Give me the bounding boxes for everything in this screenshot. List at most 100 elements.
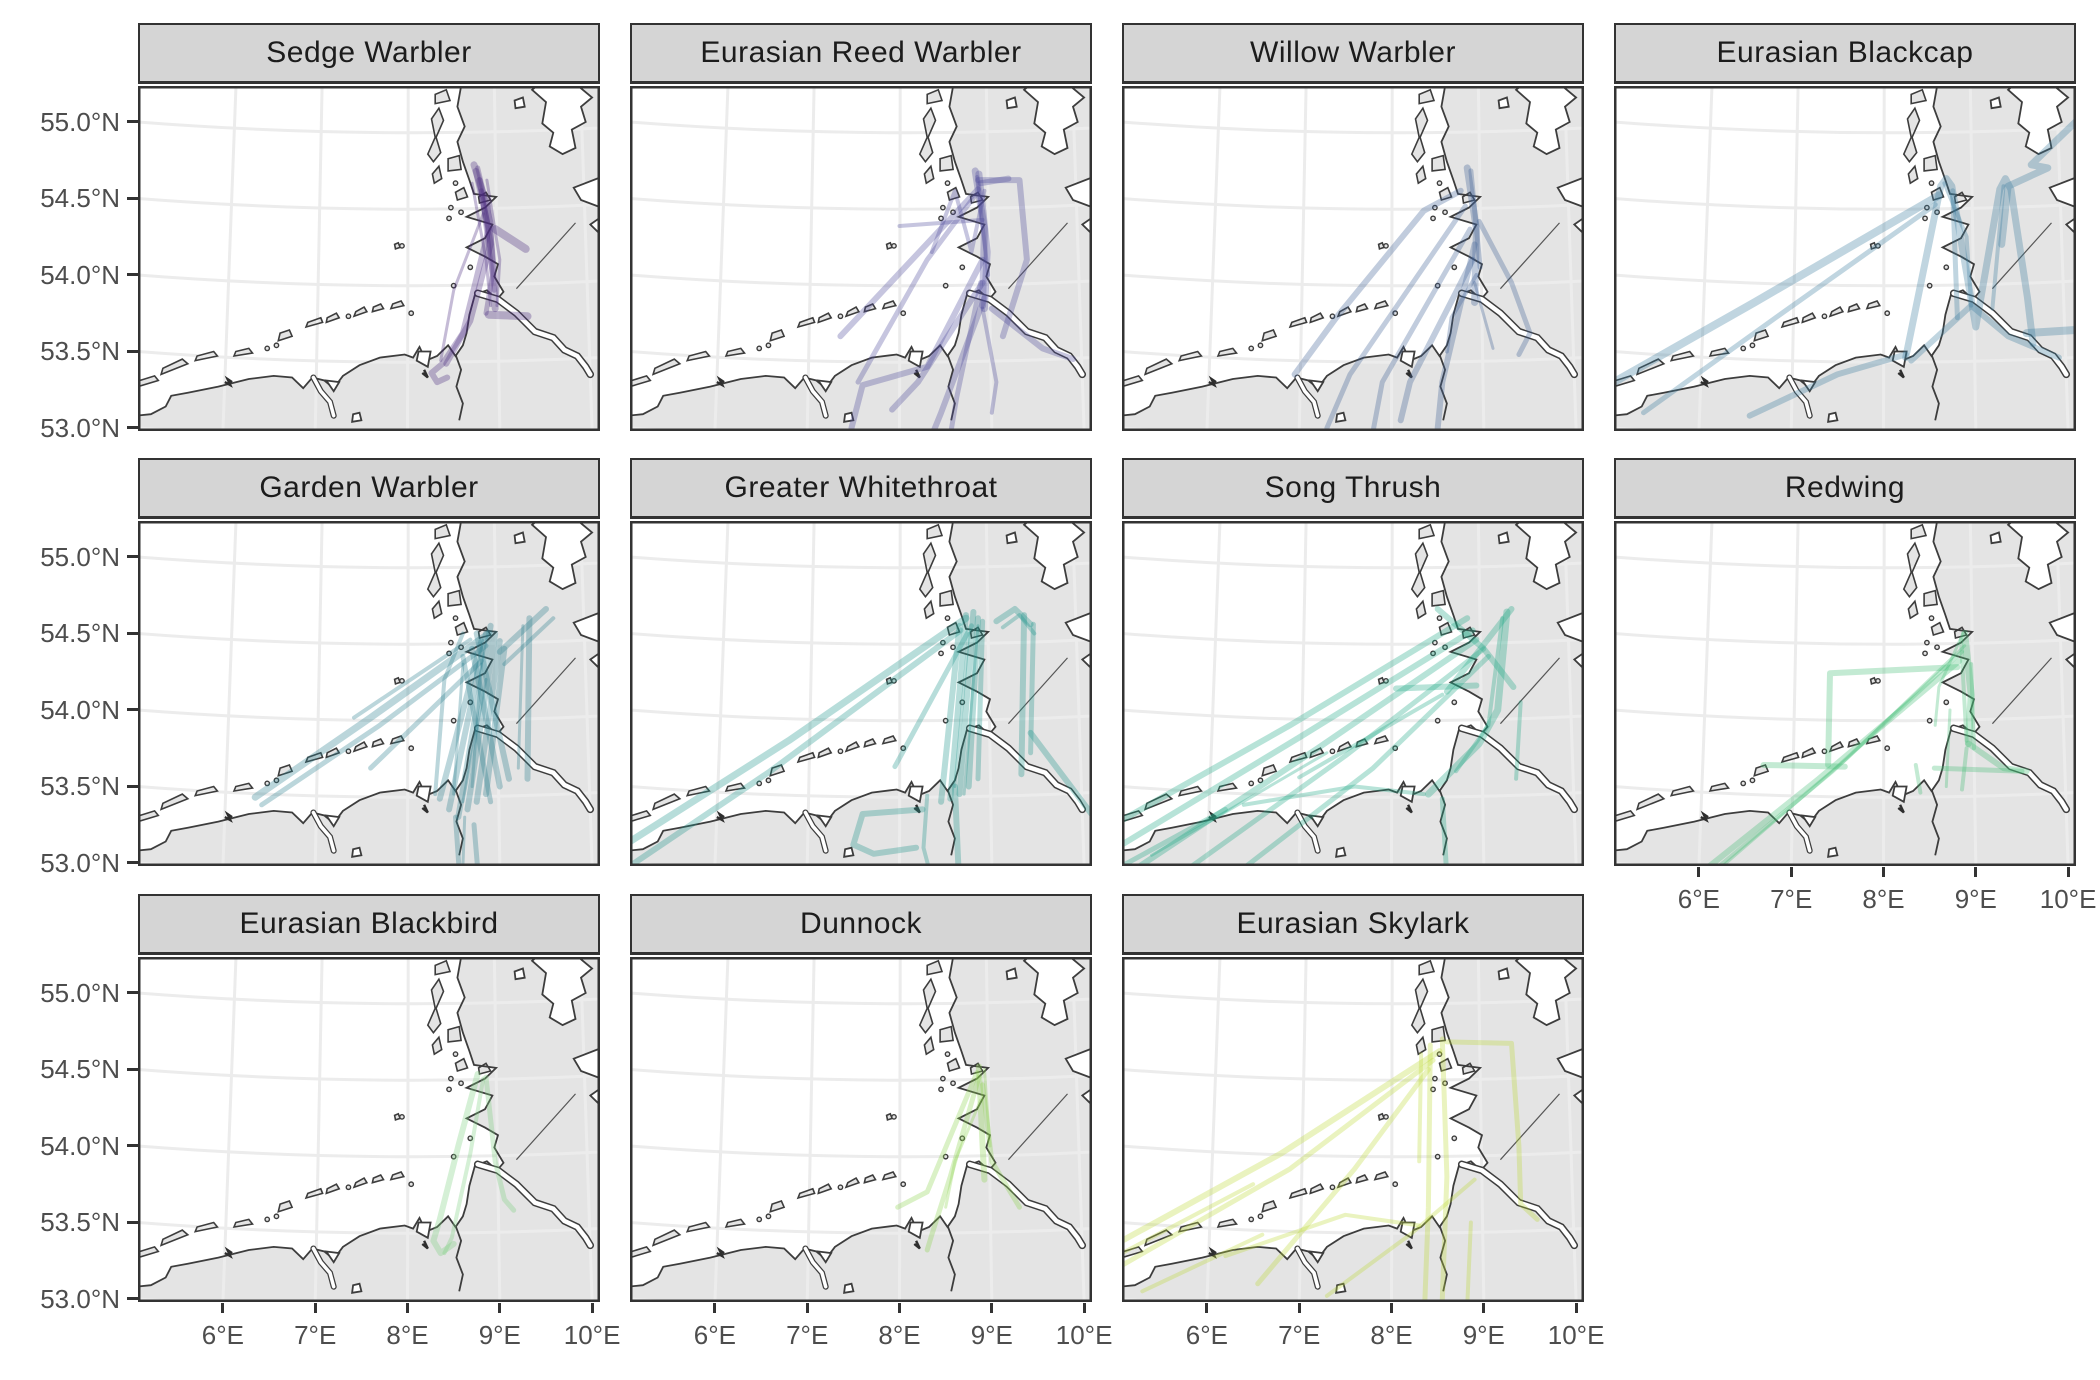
facet-title: Greater Whitethroat	[724, 471, 998, 504]
x-axis-label: 8°E	[1862, 884, 1905, 914]
x-axis-tick	[2066, 867, 2070, 877]
x-axis-tick	[713, 1303, 717, 1313]
map-svg-greater-whitethroat	[630, 521, 1092, 866]
x-axis-tick	[1789, 867, 1793, 877]
y-axis-label: 54.5°N	[40, 1054, 120, 1085]
y-axis-label: 53.5°N	[40, 1207, 120, 1238]
x-axis-label: 10°E	[563, 1320, 621, 1350]
facet-strip-eurasian-blackcap: Eurasian Blackcap	[1614, 23, 2076, 84]
y-axis-tick	[127, 631, 138, 635]
x-axis-tick	[1697, 867, 1701, 877]
y-axis-tick	[127, 1144, 138, 1148]
facet-title: Garden Warbler	[259, 471, 479, 504]
x-axis-tick	[805, 1303, 809, 1313]
y-axis-label: 54.5°N	[40, 618, 120, 649]
map-svg-sedge-warbler	[138, 86, 600, 431]
x-axis-label: 10°E	[1547, 1320, 1605, 1350]
map-panel-eurasian-skylark	[1122, 957, 1584, 1307]
y-axis-label: 54.0°N	[40, 259, 120, 290]
x-axis-label: 8°E	[1370, 1320, 1413, 1350]
map-svg-willow-warbler	[1122, 86, 1584, 431]
x-axis-label: 9°E	[970, 1320, 1013, 1350]
x-axis-label: 9°E	[478, 1320, 521, 1350]
x-axis-label: 9°E	[1462, 1320, 1505, 1350]
x-axis-tick	[1974, 867, 1978, 877]
facet-title: Willow Warbler	[1250, 36, 1456, 69]
y-axis-label: 54.0°N	[40, 694, 120, 725]
x-axis-label: 7°E	[1770, 884, 1813, 914]
facet-title: Eurasian Blackcap	[1716, 36, 1974, 69]
map-panel-eurasian-blackbird	[138, 957, 600, 1307]
x-axis-tick	[990, 1303, 994, 1313]
x-axis-tick	[1390, 1303, 1394, 1313]
x-axis-tick	[498, 1303, 502, 1313]
x-axis-tick	[898, 1303, 902, 1313]
y-axis-label: 54.5°N	[40, 183, 120, 214]
y-axis-tick	[127, 861, 138, 865]
y-axis-tick	[127, 555, 138, 559]
y-axis-tick	[127, 708, 138, 712]
facet-title: Eurasian Skylark	[1236, 907, 1470, 940]
track-lines	[1291, 164, 1533, 431]
facet-strip-garden-warbler: Garden Warbler	[138, 458, 600, 519]
x-axis-tick	[1082, 1303, 1086, 1313]
facet-strip-eurasian-blackbird: Eurasian Blackbird	[138, 894, 600, 955]
map-panel-sedge-warbler	[138, 86, 600, 436]
x-axis-label: 6°E	[201, 1320, 244, 1350]
x-axis-label: 7°E	[294, 1320, 337, 1350]
y-axis-tick	[127, 991, 138, 995]
facet-strip-sedge-warbler: Sedge Warbler	[138, 23, 600, 84]
facet-title: Dunnock	[800, 907, 922, 940]
facet-strip-greater-whitethroat: Greater Whitethroat	[630, 458, 1092, 519]
x-axis-label: 7°E	[1278, 1320, 1321, 1350]
x-axis-label: 6°E	[1185, 1320, 1228, 1350]
map-panel-eurasian-reed-warbler	[630, 86, 1092, 436]
track-lines	[630, 606, 1092, 866]
x-axis-label: 7°E	[786, 1320, 829, 1350]
facet-title: Eurasian Reed Warbler	[700, 36, 1022, 69]
track-lines	[895, 1063, 1022, 1253]
track-lines	[251, 606, 556, 866]
x-axis-label: 10°E	[2039, 884, 2097, 914]
track-lines	[837, 167, 1076, 431]
map-svg-eurasian-blackbird	[138, 957, 600, 1302]
y-axis-label: 53.5°N	[40, 771, 120, 802]
x-axis-label: 8°E	[878, 1320, 921, 1350]
x-axis-label: 10°E	[1055, 1320, 1113, 1350]
facet-strip-song-thrush: Song Thrush	[1122, 458, 1584, 519]
map-panel-dunnock	[630, 957, 1092, 1307]
map-svg-eurasian-skylark	[1122, 957, 1584, 1302]
map-panel-redwing	[1614, 521, 2076, 871]
map-svg-garden-warbler	[138, 521, 600, 866]
facet-strip-willow-warbler: Willow Warbler	[1122, 23, 1584, 84]
x-axis-tick	[1574, 1303, 1578, 1313]
y-axis-tick	[127, 120, 138, 124]
map-svg-redwing	[1614, 521, 2076, 866]
y-axis-tick	[127, 426, 138, 430]
y-axis-tick	[127, 349, 138, 353]
x-axis-tick	[1482, 1303, 1486, 1313]
facet-strip-redwing: Redwing	[1614, 458, 2076, 519]
track-lines	[430, 1071, 517, 1257]
track-lines	[1704, 630, 2030, 866]
track-lines	[428, 161, 532, 386]
y-axis-label: 55.0°N	[40, 106, 120, 137]
facet-title: Redwing	[1784, 471, 1906, 504]
x-axis-tick	[1205, 1303, 1209, 1313]
map-panel-greater-whitethroat	[630, 521, 1092, 871]
track-lines	[1122, 606, 1523, 866]
facet-strip-dunnock: Dunnock	[630, 894, 1092, 955]
y-axis-tick	[127, 1067, 138, 1071]
facet-strip-eurasian-skylark: Eurasian Skylark	[1122, 894, 1584, 955]
x-axis-label: 6°E	[1677, 884, 1720, 914]
facet-title: Song Thrush	[1264, 471, 1442, 504]
y-axis-label: 55.0°N	[40, 977, 120, 1008]
y-axis-tick	[127, 1220, 138, 1224]
x-axis-label: 8°E	[386, 1320, 429, 1350]
x-axis-label: 6°E	[693, 1320, 736, 1350]
facet-title: Sedge Warbler	[266, 36, 472, 69]
x-axis-label: 9°E	[1954, 884, 1997, 914]
map-panel-willow-warbler	[1122, 86, 1584, 436]
y-axis-label: 54.0°N	[40, 1130, 120, 1161]
y-axis-label: 55.0°N	[40, 541, 120, 572]
